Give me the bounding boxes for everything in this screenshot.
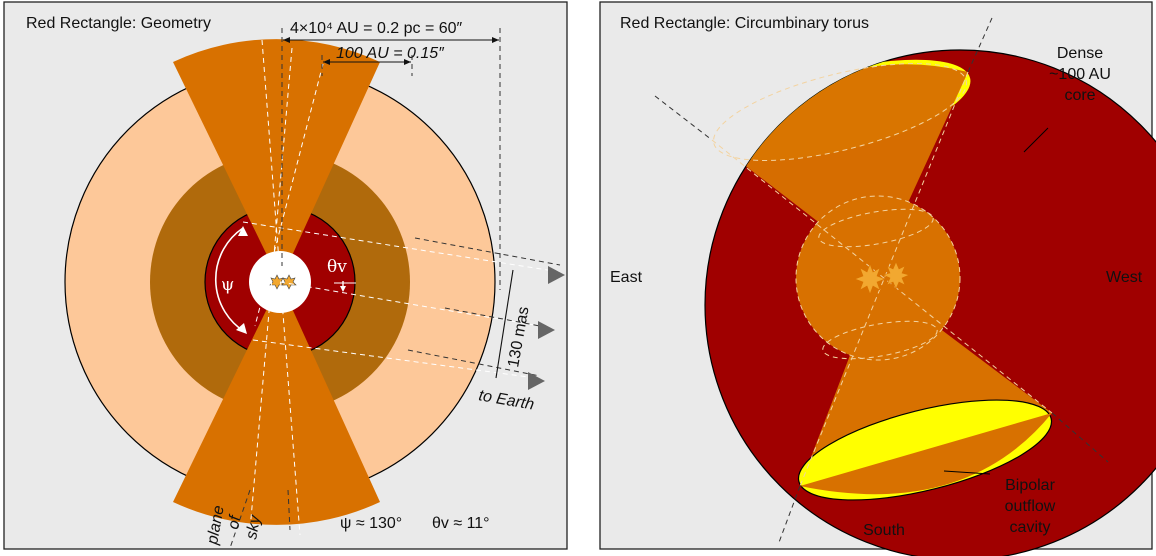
south-label: South (863, 522, 905, 539)
axis-extension (287, 489, 291, 531)
cone-edge-2 (799, 71, 969, 487)
sightline-upper-outside (414, 237, 561, 266)
plane-of-sky-line (261, 39, 301, 536)
dim-outer-label: 4×10⁴ AU = 0.2 pc = 60″ (290, 20, 463, 37)
cavity-label-2: outflow (1005, 498, 1056, 515)
cone-edge-1-ext-bottom (1051, 412, 1109, 463)
right-panel: Red Rectangle: Circumbinary torus Dense … (599, 1, 1156, 556)
west-label: West (1106, 269, 1143, 286)
east-label: East (610, 269, 643, 286)
sightline-lower (252, 339, 537, 379)
cone-edge-2-ext-bottom (777, 485, 801, 546)
plane-label-2: of (225, 513, 244, 531)
sightline-center-outside (444, 307, 546, 328)
theta-symbol: θv (327, 257, 347, 277)
earth-arrow-upper (548, 266, 565, 284)
cavity-leader-line (943, 470, 991, 475)
earth-arrow-middle (538, 321, 555, 339)
left-title: Red Rectangle: Geometry (26, 15, 211, 32)
cone-edge-1 (711, 139, 1053, 414)
core-lower-ring (822, 320, 938, 360)
core-line (254, 63, 324, 327)
plane-of-sky-extension (229, 489, 251, 549)
sightline-center (279, 281, 541, 327)
cone-edge-2-ext-top (967, 17, 993, 73)
sightline-lower-outside (407, 349, 541, 377)
psi-formula: ψ ≈ 130° (340, 515, 402, 532)
mas-arrow (495, 269, 514, 379)
earth-arrow-lower (528, 372, 545, 390)
core-label-2: ~100 AU (1049, 66, 1111, 83)
core-label-1: Dense (1057, 45, 1103, 62)
psi-symbol: ψ (221, 275, 234, 295)
left-panel: Red Rectangle: Geometry 4×10⁴ AU = 0.2 p… (3, 1, 568, 550)
plane-label-3: sky (243, 513, 264, 541)
upper-cone (173, 39, 380, 282)
cavity-label-3: cavity (1010, 519, 1051, 536)
cavity-label-1: Bipolar (1005, 477, 1055, 494)
binary-star-icon (269, 274, 297, 290)
upper-cone-rim (713, 63, 967, 161)
dim-inner-label: 100 AU = 0.15″ (336, 45, 445, 62)
psi-arc (214, 227, 246, 333)
lower-cone (173, 282, 380, 525)
right-title: Red Rectangle: Circumbinary torus (620, 15, 869, 32)
core-outline (795, 195, 961, 361)
theta-formula: θv ≈ 11° (432, 515, 490, 532)
plane-label-1: plane (204, 504, 228, 547)
core-upper-ring (818, 208, 934, 248)
binary-star-icon (854, 261, 910, 295)
cone-edge-1-ext-top (654, 95, 713, 141)
core-leader-line (1023, 127, 1049, 153)
core-label-3: core (1064, 87, 1095, 104)
